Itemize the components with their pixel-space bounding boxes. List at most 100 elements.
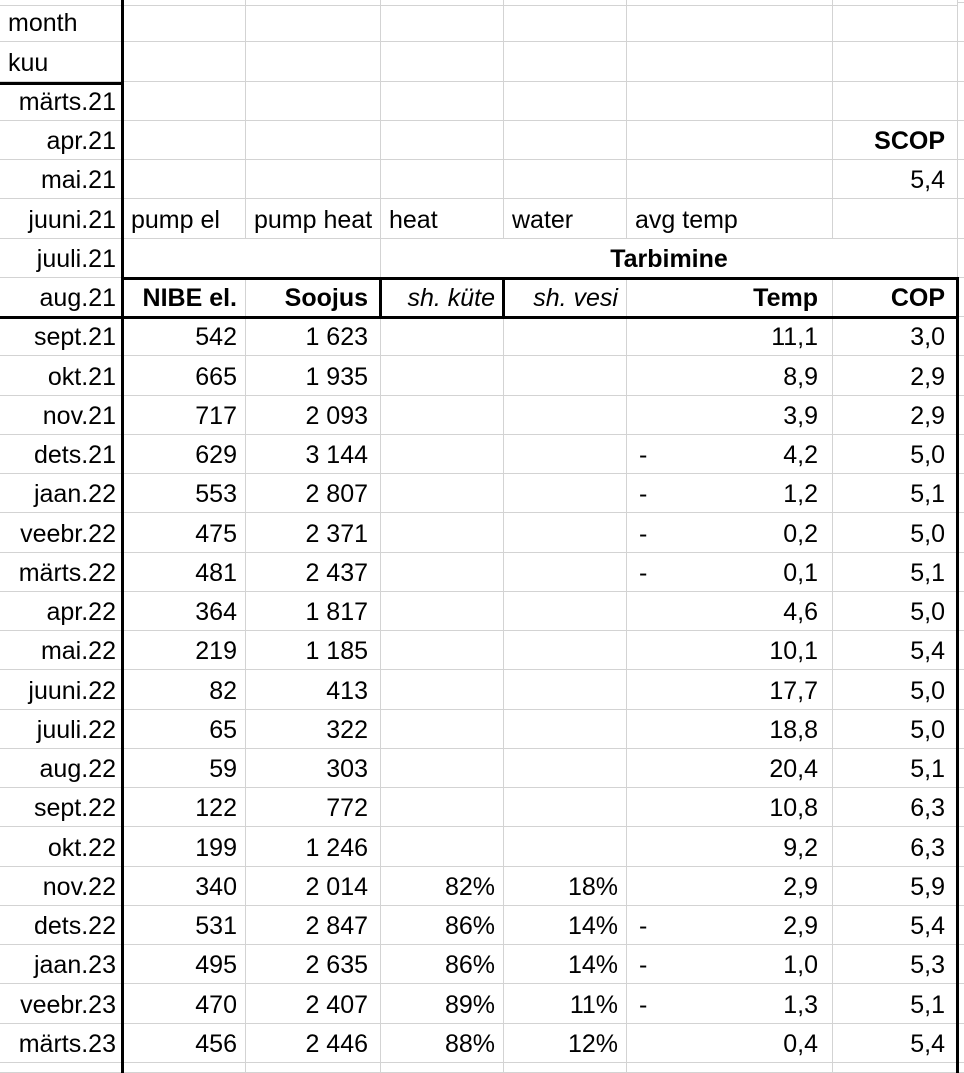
cell-r3-c7[interactable] <box>833 81 958 121</box>
cell-r15-c3[interactable]: 2 437 <box>246 552 381 592</box>
cell-r1-c6[interactable] <box>627 3 833 43</box>
cell-r9-c3[interactable]: 1 623 <box>246 317 381 357</box>
cell-r26-c6[interactable]: - 1,3 <box>627 984 833 1024</box>
cell-r23-c8[interactable] <box>958 867 964 906</box>
cell-r3-c5[interactable] <box>504 81 627 121</box>
cell-r5-c8[interactable] <box>958 160 964 200</box>
cell-r6-c7[interactable] <box>833 199 958 239</box>
cell-r10-c7[interactable]: 2,9 <box>833 356 958 396</box>
draft-header-pump-el[interactable]: pump el <box>123 199 246 239</box>
cell-r28-c2[interactable] <box>123 1062 246 1073</box>
cell-r20-c7[interactable]: 5,1 <box>833 748 958 788</box>
cell-r14-c7[interactable]: 5,0 <box>833 513 958 553</box>
cell-r25-c5[interactable]: 14% <box>504 945 627 985</box>
header-soojus[interactable]: Soojus <box>246 277 381 317</box>
cell-r1-c5[interactable] <box>504 3 627 43</box>
cell-r12-c6[interactable]: - 4,2 <box>627 434 833 474</box>
cell-r15-c6[interactable]: - 0,1 <box>627 552 833 592</box>
cell-r15-c2[interactable]: 481 <box>123 552 246 592</box>
cell-r11-c6[interactable]: 3,9 <box>627 395 833 435</box>
cell-r26-c4[interactable]: 89% <box>381 984 504 1024</box>
cell-r17-c3[interactable]: 1 185 <box>246 631 381 671</box>
cell-r16-c3[interactable]: 1 817 <box>246 591 381 631</box>
header-sh-vesi[interactable]: sh. vesi <box>504 277 627 317</box>
cell-r2-c6[interactable] <box>627 42 833 82</box>
header-nibe-el[interactable]: NIBE el. <box>123 277 246 317</box>
tarbimine-group-header[interactable]: Tarbimine <box>381 238 958 278</box>
cell-r2-c3[interactable] <box>246 42 381 82</box>
cell-r7-c8[interactable] <box>958 239 964 278</box>
cell-r23-c4[interactable]: 82% <box>381 866 504 906</box>
month-cell[interactable]: sept.21 <box>0 317 123 357</box>
cell-r11-c4[interactable] <box>381 395 504 435</box>
cell-r21-c2[interactable]: 122 <box>123 788 246 828</box>
cell-r4-c2[interactable] <box>123 120 246 160</box>
cell-r14-c3[interactable]: 2 371 <box>246 513 381 553</box>
month-cell[interactable]: juuli.22 <box>0 709 123 749</box>
cell-r5-c4[interactable] <box>381 160 504 200</box>
cell-r27-c7[interactable]: 5,4 <box>833 1023 958 1063</box>
draft-header-pump-heat[interactable]: pump heat <box>246 199 381 239</box>
cell-r28-c6[interactable] <box>627 1062 833 1073</box>
cell-r27-c3[interactable]: 2 446 <box>246 1023 381 1063</box>
cell-r22-c4[interactable] <box>381 827 504 867</box>
cell-r17-c4[interactable] <box>381 631 504 671</box>
cell-r27-c6[interactable]: 0,4 <box>627 1023 833 1063</box>
cell-r21-c3[interactable]: 772 <box>246 788 381 828</box>
cell-r22-c5[interactable] <box>504 827 627 867</box>
cell-r4-c5[interactable] <box>504 120 627 160</box>
cell-r2-c2[interactable] <box>123 42 246 82</box>
cell-r21-c6[interactable]: 10,8 <box>627 788 833 828</box>
cell-r9-c4[interactable] <box>381 317 504 357</box>
month-cell[interactable]: apr.21 <box>0 120 123 160</box>
month-cell[interactable]: veebr.22 <box>0 513 123 553</box>
cell-r16-c6[interactable]: 4,6 <box>627 591 833 631</box>
cell-r3-c6[interactable] <box>627 81 833 121</box>
cell-r22-c8[interactable] <box>958 827 964 867</box>
cell-r25-c2[interactable]: 495 <box>123 945 246 985</box>
cell-r13-c5[interactable] <box>504 474 627 514</box>
cell-r9-c7[interactable]: 3,0 <box>833 317 958 357</box>
cell-r11-c8[interactable] <box>958 396 964 435</box>
scop-label[interactable]: SCOP <box>833 120 958 160</box>
cell-r10-c2[interactable]: 665 <box>123 356 246 396</box>
draft-header-avg-temp[interactable]: avg temp <box>627 199 833 239</box>
cell-r11-c5[interactable] <box>504 395 627 435</box>
cell-r12-c3[interactable]: 3 144 <box>246 434 381 474</box>
cell-r1-c2[interactable] <box>123 3 246 43</box>
cell-r10-c4[interactable] <box>381 356 504 396</box>
cell-r17-c5[interactable] <box>504 631 627 671</box>
cell-r3-c4[interactable] <box>381 81 504 121</box>
month-cell[interactable]: veebr.23 <box>0 984 123 1024</box>
header-cop[interactable]: COP <box>833 277 958 317</box>
cell-r20-c3[interactable]: 303 <box>246 748 381 788</box>
cell-r21-c7[interactable]: 6,3 <box>833 788 958 828</box>
cell-r14-c6[interactable]: - 0,2 <box>627 513 833 553</box>
month-cell[interactable]: okt.22 <box>0 827 123 867</box>
cell-r24-c7[interactable]: 5,4 <box>833 905 958 945</box>
header-temp[interactable]: Temp <box>627 277 833 317</box>
cell-r9-c5[interactable] <box>504 317 627 357</box>
cell-r14-c8[interactable] <box>958 513 964 553</box>
month-cell[interactable]: juuni.21 <box>0 199 123 239</box>
cell-r15-c8[interactable] <box>958 553 964 592</box>
cell-r17-c2[interactable]: 219 <box>123 631 246 671</box>
header-sh-kyte[interactable]: sh. küte <box>381 277 504 317</box>
cell-r18-c6[interactable]: 17,7 <box>627 670 833 710</box>
cell-r19-c6[interactable]: 18,8 <box>627 709 833 749</box>
cell-r23-c5[interactable]: 18% <box>504 866 627 906</box>
cell-r23-c3[interactable]: 2 014 <box>246 866 381 906</box>
cell-r11-c2[interactable]: 717 <box>123 395 246 435</box>
cell-r28-c5[interactable] <box>504 1062 627 1073</box>
cell-r24-c2[interactable]: 531 <box>123 905 246 945</box>
cell-r27-c5[interactable]: 12% <box>504 1023 627 1063</box>
cell-r26-c7[interactable]: 5,1 <box>833 984 958 1024</box>
cell-r15-c5[interactable] <box>504 552 627 592</box>
cell-r20-c2[interactable]: 59 <box>123 748 246 788</box>
cell-r19-c4[interactable] <box>381 709 504 749</box>
cell-r15-c4[interactable] <box>381 552 504 592</box>
cell-r20-c4[interactable] <box>381 748 504 788</box>
month-cell[interactable]: sept.22 <box>0 788 123 828</box>
month-cell[interactable]: mai.21 <box>0 160 123 200</box>
cell-r5-c3[interactable] <box>246 160 381 200</box>
